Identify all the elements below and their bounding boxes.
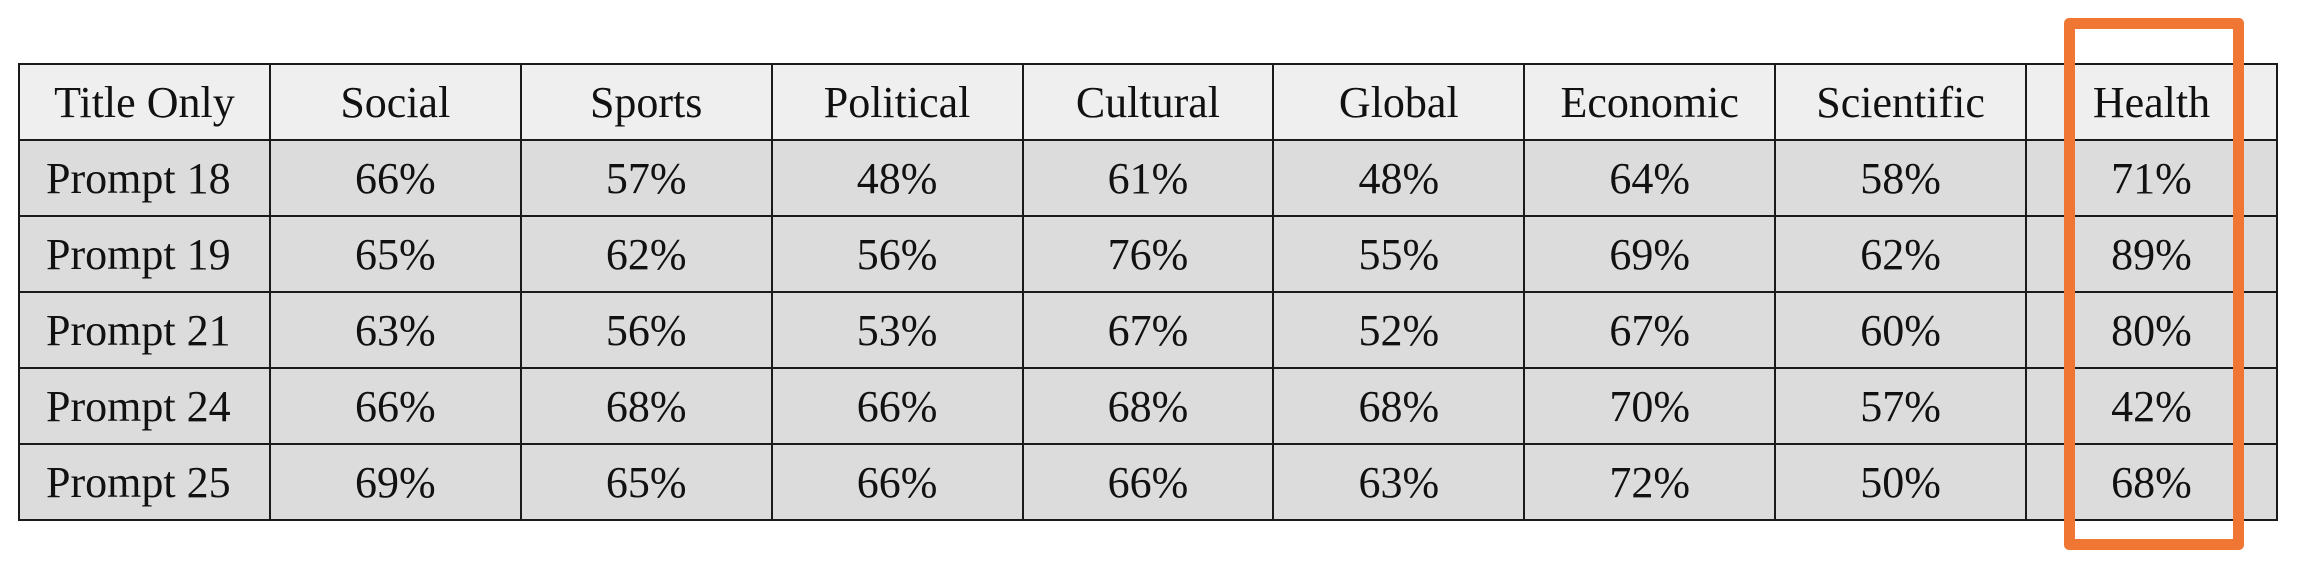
cell-economic: 69% bbox=[1523, 215, 1777, 293]
cell-sports: 56% bbox=[519, 291, 773, 369]
cell-social: 69% bbox=[268, 443, 522, 521]
cell-sports: 62% bbox=[519, 215, 773, 293]
cell-scientific: 57% bbox=[1774, 367, 2027, 445]
cell-sports: 65% bbox=[519, 443, 773, 521]
table-row: Prompt 19 65% 62% 56% 76% 55% 69% 62% 89… bbox=[18, 215, 2278, 293]
table-row: Prompt 25 69% 65% 66% 66% 63% 72% 50% 68… bbox=[18, 443, 2278, 521]
header-political: Political bbox=[770, 63, 1024, 141]
cell-social: 65% bbox=[268, 215, 522, 293]
cell-health: 42% bbox=[2025, 367, 2278, 445]
cell-health: 71% bbox=[2025, 139, 2278, 217]
header-global: Global bbox=[1272, 63, 1526, 141]
header-health: Health bbox=[2025, 63, 2278, 141]
cell-economic: 64% bbox=[1523, 139, 1777, 217]
header-social: Social bbox=[268, 63, 522, 141]
cell-cultural: 76% bbox=[1021, 215, 1275, 293]
cell-scientific: 62% bbox=[1774, 215, 2027, 293]
row-label: Prompt 21 bbox=[18, 291, 271, 369]
cell-political: 56% bbox=[770, 215, 1024, 293]
cell-health: 89% bbox=[2025, 215, 2278, 293]
cell-cultural: 67% bbox=[1021, 291, 1275, 369]
cell-global: 68% bbox=[1272, 367, 1526, 445]
cell-political: 53% bbox=[770, 291, 1024, 369]
table-row: Prompt 21 63% 56% 53% 67% 52% 67% 60% 80… bbox=[18, 291, 2278, 369]
header-sports: Sports bbox=[519, 63, 773, 141]
cell-economic: 67% bbox=[1523, 291, 1777, 369]
cell-sports: 68% bbox=[519, 367, 773, 445]
cell-political: 48% bbox=[770, 139, 1024, 217]
cell-scientific: 60% bbox=[1774, 291, 2027, 369]
cell-sports: 57% bbox=[519, 139, 773, 217]
cell-scientific: 58% bbox=[1774, 139, 2027, 217]
cell-cultural: 66% bbox=[1021, 443, 1275, 521]
cell-global: 48% bbox=[1272, 139, 1526, 217]
header-scientific: Scientific bbox=[1774, 63, 2027, 141]
cell-social: 66% bbox=[268, 139, 522, 217]
cell-global: 63% bbox=[1272, 443, 1526, 521]
header-title-only: Title Only bbox=[18, 63, 271, 141]
cell-global: 55% bbox=[1272, 215, 1526, 293]
cell-economic: 72% bbox=[1523, 443, 1777, 521]
cell-global: 52% bbox=[1272, 291, 1526, 369]
cell-health: 80% bbox=[2025, 291, 2278, 369]
row-label: Prompt 19 bbox=[18, 215, 271, 293]
results-table: Title Only Social Sports Political Cultu… bbox=[18, 63, 2278, 521]
table-row: Prompt 24 66% 68% 66% 68% 68% 70% 57% 42… bbox=[18, 367, 2278, 445]
row-label: Prompt 18 bbox=[18, 139, 271, 217]
table-row: Prompt 18 66% 57% 48% 61% 48% 64% 58% 71… bbox=[18, 139, 2278, 217]
header-cultural: Cultural bbox=[1021, 63, 1275, 141]
cell-political: 66% bbox=[770, 367, 1024, 445]
cell-social: 66% bbox=[268, 367, 522, 445]
header-economic: Economic bbox=[1523, 63, 1777, 141]
header-row: Title Only Social Sports Political Cultu… bbox=[18, 63, 2278, 141]
cell-cultural: 68% bbox=[1021, 367, 1275, 445]
cell-scientific: 50% bbox=[1774, 443, 2027, 521]
cell-cultural: 61% bbox=[1021, 139, 1275, 217]
cell-health: 68% bbox=[2025, 443, 2278, 521]
cell-political: 66% bbox=[770, 443, 1024, 521]
row-label: Prompt 25 bbox=[18, 443, 271, 521]
cell-social: 63% bbox=[268, 291, 522, 369]
cell-economic: 70% bbox=[1523, 367, 1777, 445]
row-label: Prompt 24 bbox=[18, 367, 271, 445]
